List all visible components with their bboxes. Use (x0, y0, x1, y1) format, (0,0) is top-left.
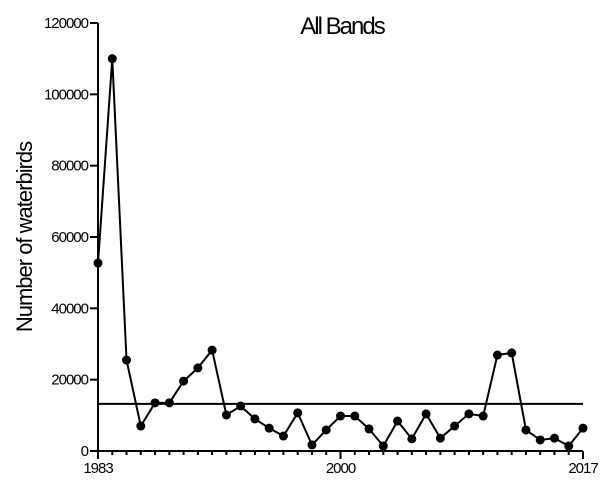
data-point (549, 433, 559, 443)
data-point (107, 54, 117, 64)
chart-title: All Bands (300, 13, 385, 40)
y-tick-label: 120000 (44, 15, 89, 32)
data-line (97, 58, 584, 448)
x-tick-label: 1983 (83, 460, 113, 477)
data-point (492, 350, 502, 360)
data-point (293, 408, 303, 418)
data-point (278, 431, 288, 441)
data-point (122, 355, 132, 365)
data-point (179, 376, 189, 386)
y-tick-label: 40000 (51, 300, 88, 317)
data-point (207, 345, 217, 355)
data-point (236, 401, 246, 411)
data-point (93, 258, 103, 268)
data-point (378, 441, 388, 451)
data-point (564, 441, 574, 451)
y-tick-label: 80000 (51, 158, 88, 175)
data-point (321, 425, 331, 435)
x-tick-label: 2017 (568, 460, 598, 477)
data-point (478, 411, 488, 421)
data-point (150, 398, 160, 408)
y-tick-label: 20000 (51, 372, 88, 389)
data-point (221, 410, 231, 420)
data-point (521, 425, 531, 435)
data-point (407, 434, 417, 444)
data-point (578, 423, 588, 433)
data-point (507, 348, 517, 358)
data-point (136, 421, 146, 431)
data-point (350, 411, 360, 421)
y-tick-label: 100000 (44, 86, 89, 103)
data-point (336, 411, 345, 421)
y-axis-label: Number of waterbirds (12, 141, 37, 332)
data-point (264, 423, 274, 433)
y-tick-label: 0 (81, 443, 89, 460)
data-point (164, 398, 174, 408)
data-point (421, 409, 431, 419)
data-point (450, 421, 460, 431)
data-point (464, 409, 474, 419)
data-point (535, 435, 545, 445)
data-point (364, 424, 374, 434)
data-point (307, 440, 317, 450)
data-point (435, 433, 445, 443)
y-tick-label: 60000 (51, 229, 88, 246)
data-point (193, 363, 203, 373)
x-tick-label: 2000 (326, 460, 356, 477)
data-point (250, 414, 260, 424)
data-point (393, 416, 403, 426)
